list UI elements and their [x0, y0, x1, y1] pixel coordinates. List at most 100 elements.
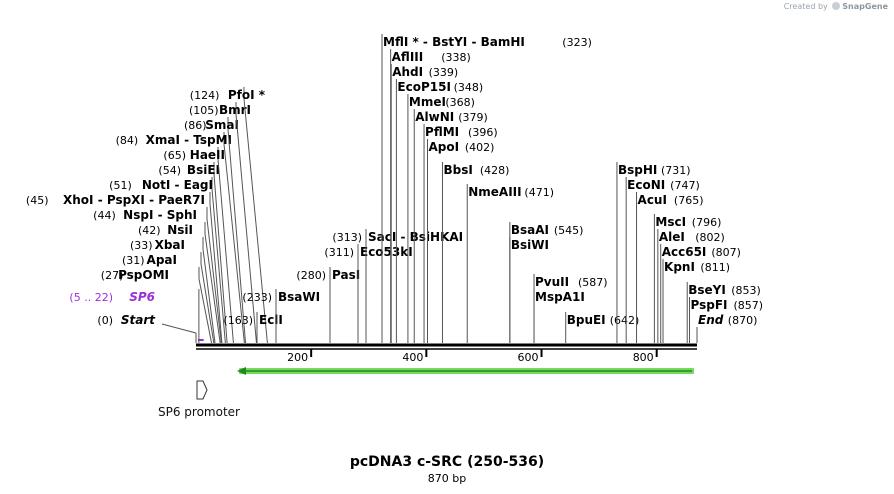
- enzyme-site-11[interactable]: XmaI - TspMI (84): [116, 132, 245, 344]
- enzyme-site-15[interactable]: (163) EclI: [223, 312, 283, 343]
- enzyme-position: (163): [223, 314, 253, 327]
- enzyme-site-21[interactable]: AflIII (338): [390, 49, 471, 343]
- ruler-tick-label: 800: [633, 351, 654, 364]
- enzyme-name: HaeII: [190, 148, 225, 162]
- ruler-tick-label: 200: [287, 351, 308, 364]
- enzyme-site-12[interactable]: SmaI(86): [184, 117, 247, 344]
- enzyme-site-33[interactable]: MspA1I: [533, 289, 585, 343]
- enzyme-position: (5 .. 22): [69, 291, 113, 304]
- enzyme-site-18[interactable]: (311) Eco53kI: [324, 244, 413, 343]
- ruler-tick-label: 600: [518, 351, 539, 364]
- enzyme-name: BsiEI: [187, 163, 220, 177]
- enzyme-site-4[interactable]: XbaI(33): [130, 237, 216, 344]
- enzyme-site-41[interactable]: KpnI (811): [662, 259, 730, 343]
- enzyme-site-29[interactable]: NmeAIII (471): [466, 184, 554, 343]
- enzyme-name: BsiWI: [511, 238, 549, 252]
- enzyme-name: SmaI: [205, 118, 239, 132]
- enzyme-position: (323): [562, 36, 592, 49]
- enzyme-site-40[interactable]: Acc65I (807): [660, 244, 741, 343]
- enzyme-site-3[interactable]: ApaI(31): [122, 252, 215, 344]
- enzyme-position: (65): [163, 149, 186, 162]
- enzyme-site-13[interactable]: BmrI(105): [189, 102, 257, 344]
- enzyme-position: (311): [324, 246, 354, 259]
- enzyme-site-27[interactable]: ApoI (402): [426, 139, 495, 343]
- enzyme-position: (731): [661, 164, 691, 177]
- enzyme-name: AcuI: [638, 193, 667, 207]
- enzyme-name: PfoI *: [228, 88, 266, 102]
- map-title: pcDNA3 c-SRC (250-536): [349, 454, 545, 470]
- enzyme-position: (853): [731, 284, 761, 297]
- enzyme-name: PasI: [332, 268, 360, 282]
- enzyme-site-6[interactable]: NspI - SphI (44): [93, 207, 222, 344]
- enzyme-name: EclI: [259, 313, 283, 327]
- enzyme-site-7[interactable]: XhoI - PspXI - PaeR7I (45): [26, 192, 223, 344]
- snapgene-logo-icon: [832, 2, 841, 10]
- enzyme-site-32[interactable]: PvuII (587): [533, 274, 608, 343]
- enzyme-name: PvuII: [535, 275, 569, 289]
- features-layer: [196, 339, 697, 400]
- enzyme-site-0[interactable]: Start (0): [97, 313, 197, 343]
- enzyme-position: (379): [458, 111, 488, 124]
- enzyme-position: (747): [670, 179, 700, 192]
- enzyme-site-19[interactable]: (313) SacI - BsiHKAI: [332, 229, 463, 343]
- enzyme-position: (545): [554, 224, 584, 237]
- credit-brand: SnapGene: [842, 2, 888, 11]
- insert-feature-arrow[interactable]: [237, 367, 694, 375]
- sp6-promoter-feature[interactable]: [196, 380, 208, 400]
- enzyme-position: (339): [429, 66, 459, 79]
- enzyme-position: (124): [190, 89, 220, 102]
- enzyme-name: Acc65I: [662, 245, 707, 259]
- enzyme-site-20[interactable]: MflI * - BstYI - BamHI (323): [381, 34, 592, 343]
- enzyme-name: BseYI: [688, 283, 726, 297]
- enzyme-position: (402): [465, 141, 495, 154]
- enzyme-name: PspFI: [691, 298, 728, 312]
- enzyme-site-22[interactable]: AhdI (339): [390, 64, 459, 343]
- enzyme-site-28[interactable]: BbsI (428): [441, 162, 510, 343]
- enzyme-site-5[interactable]: NsiI (42): [138, 222, 221, 344]
- enzyme-position: (857): [734, 299, 764, 312]
- enzyme-position: (396): [468, 126, 498, 139]
- enzyme-position: (33): [130, 239, 153, 252]
- enzyme-name: Start: [121, 313, 156, 327]
- enzyme-site-23[interactable]: EcoP15I (348): [395, 79, 483, 343]
- enzyme-name: MscI: [655, 215, 686, 229]
- enzyme-name: AleI: [659, 230, 685, 244]
- enzyme-position: (428): [480, 164, 510, 177]
- enzyme-site-26[interactable]: PflMI (396): [423, 124, 498, 343]
- enzyme-site-14[interactable]: PfoI * (124): [190, 87, 268, 344]
- enzyme-site-2[interactable]: PspOMI(27): [101, 267, 213, 344]
- enzyme-name: SP6: [129, 290, 155, 304]
- enzyme-site-38[interactable]: MscI (796): [653, 214, 721, 343]
- enzyme-name: KpnI: [664, 260, 695, 274]
- enzyme-position: (642): [610, 314, 640, 327]
- enzyme-name: EcoNI: [627, 178, 665, 192]
- enzyme-position: (587): [578, 276, 608, 289]
- enzyme-site-35[interactable]: BspHI (731): [616, 162, 691, 343]
- enzyme-name: MflI * - BstYI - BamHI: [383, 35, 525, 49]
- enzyme-name: MspA1I: [535, 290, 585, 304]
- enzyme-site-9[interactable]: BsiEI (54): [158, 162, 228, 344]
- enzyme-site-31[interactable]: BsiWI: [509, 237, 549, 343]
- enzyme-site-25[interactable]: AlwNI (379): [413, 109, 488, 343]
- enzyme-site-37[interactable]: AcuI (765): [636, 192, 704, 343]
- enzyme-site-10[interactable]: HaeII (65): [163, 147, 234, 344]
- enzyme-name: XhoI - PspXI - PaeR7I: [63, 193, 205, 207]
- enzyme-position: (31): [122, 254, 145, 267]
- enzyme-site-17[interactable]: (280) PasI: [296, 267, 360, 343]
- enzyme-site-43[interactable]: PspFI (857): [689, 297, 764, 343]
- enzyme-name: AlwNI: [415, 110, 454, 124]
- enzyme-name: XmaI - TspMI: [146, 133, 232, 147]
- enzyme-site-24[interactable]: MmeI (368): [407, 94, 475, 343]
- ruler-tick-label: 400: [402, 351, 423, 364]
- enzyme-site-16[interactable]: (233) BsaWI: [242, 289, 320, 343]
- enzyme-site-44[interactable]: End (870): [698, 313, 757, 327]
- enzyme-site-39[interactable]: AleI (802): [657, 229, 725, 343]
- enzyme-site-36[interactable]: EcoNI (747): [625, 177, 700, 343]
- enzyme-position: (811): [700, 261, 730, 274]
- enzyme-site-42[interactable]: BseYI (853): [686, 282, 761, 343]
- enzyme-site-8[interactable]: NotI - EagI (51): [109, 177, 226, 344]
- enzyme-position: (233): [242, 291, 272, 304]
- enzyme-site-34[interactable]: BpuEI (642): [565, 312, 640, 343]
- enzyme-name: AflIII: [392, 50, 424, 64]
- enzyme-site-1[interactable]: SP6 (5 .. 22): [69, 289, 200, 343]
